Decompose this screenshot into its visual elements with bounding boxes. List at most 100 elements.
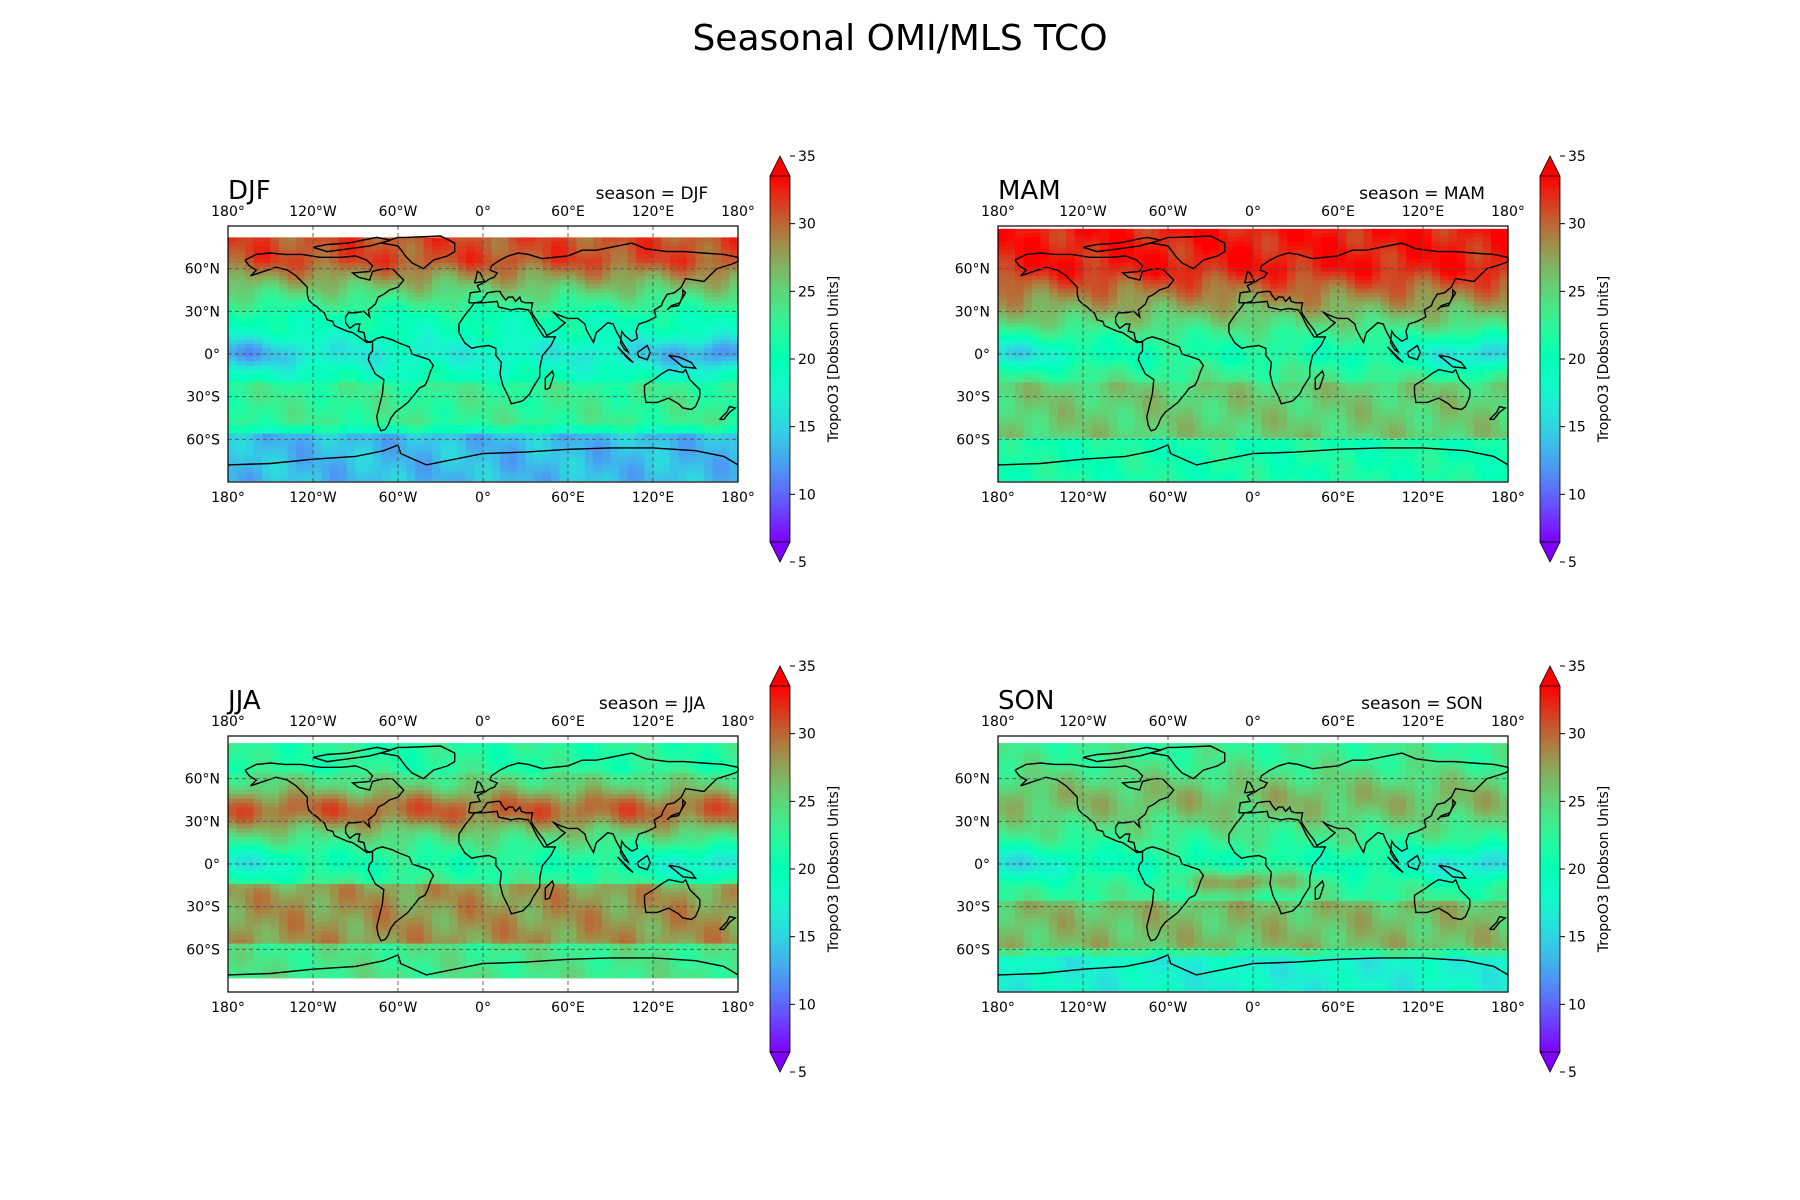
ozone-cell bbox=[279, 271, 289, 277]
ozone-cell bbox=[1338, 326, 1348, 332]
ozone-cell bbox=[1414, 326, 1424, 332]
ozone-cell bbox=[500, 382, 510, 388]
ozone-cell bbox=[687, 356, 697, 362]
ozone-cell bbox=[1253, 228, 1263, 234]
ozone-cell bbox=[1482, 309, 1492, 315]
ozone-cell bbox=[1168, 288, 1178, 294]
ozone-cell bbox=[1482, 326, 1492, 332]
ozone-cell bbox=[636, 335, 646, 341]
ozone-cell bbox=[602, 241, 612, 247]
ozone-cell bbox=[1406, 314, 1416, 320]
ozone-cell bbox=[1015, 245, 1025, 251]
ozone-cell bbox=[262, 250, 272, 256]
ozone-cell bbox=[347, 275, 357, 281]
ozone-cell bbox=[559, 305, 569, 311]
ozone-cell bbox=[1304, 275, 1314, 281]
ozone-cell bbox=[228, 386, 238, 392]
ozone-cell bbox=[1202, 271, 1212, 277]
ozone-cell bbox=[1312, 288, 1322, 294]
ozone-cell bbox=[1491, 250, 1501, 256]
ozone-cell bbox=[355, 408, 365, 413]
ozone-cell bbox=[423, 284, 433, 290]
ozone-cell bbox=[1278, 233, 1288, 238]
ozone-cell bbox=[508, 275, 518, 281]
ozone-cell bbox=[593, 463, 603, 469]
ozone-cell bbox=[593, 373, 603, 379]
ozone-cell bbox=[347, 326, 357, 332]
ozone-cell bbox=[1482, 267, 1492, 273]
ozone-cell bbox=[1015, 297, 1025, 302]
ozone-cell bbox=[304, 442, 314, 448]
ozone-cell bbox=[1049, 275, 1059, 281]
ozone-cell bbox=[296, 472, 306, 477]
ozone-cell bbox=[1474, 271, 1484, 277]
ozone-cell bbox=[500, 301, 510, 307]
ozone-cell bbox=[1431, 258, 1441, 264]
ozone-cell bbox=[1057, 322, 1067, 328]
ozone-cell bbox=[236, 429, 246, 435]
ozone-cell bbox=[1236, 275, 1246, 281]
ozone-cell bbox=[721, 297, 731, 302]
ozone-cell bbox=[457, 271, 467, 277]
ozone-cell bbox=[695, 352, 705, 358]
ozone-cell bbox=[321, 339, 331, 345]
ozone-cell bbox=[304, 437, 314, 443]
ozone-cell bbox=[644, 361, 654, 366]
ozone-cell bbox=[559, 408, 569, 413]
ozone-cell bbox=[287, 403, 297, 409]
ozone-cell bbox=[1414, 262, 1424, 268]
ozone-cell bbox=[236, 356, 246, 362]
ozone-cell bbox=[721, 280, 731, 285]
ozone-cell bbox=[287, 292, 297, 298]
ozone-cell bbox=[1465, 275, 1475, 281]
ozone-cell bbox=[1338, 280, 1348, 285]
ozone-cell bbox=[432, 395, 442, 401]
ozone-cell bbox=[423, 352, 433, 358]
ozone-cell bbox=[287, 429, 297, 435]
ozone-cell bbox=[1465, 318, 1475, 324]
ozone-cell bbox=[593, 352, 603, 358]
ozone-cell bbox=[1423, 318, 1433, 324]
ozone-cell bbox=[695, 437, 705, 443]
ozone-cell bbox=[551, 309, 561, 315]
ozone-cell bbox=[721, 412, 731, 418]
ozone-cell bbox=[721, 369, 731, 375]
ozone-cell bbox=[406, 425, 416, 430]
ozone-cell bbox=[296, 275, 306, 281]
ozone-cell bbox=[1363, 233, 1373, 238]
ozone-cell bbox=[1457, 237, 1467, 243]
ozone-cell bbox=[1355, 241, 1365, 247]
ozone-cell bbox=[347, 262, 357, 268]
ozone-cell bbox=[585, 416, 595, 422]
ozone-cell bbox=[721, 420, 731, 426]
ozone-cell bbox=[644, 373, 654, 379]
ozone-cell bbox=[296, 237, 306, 243]
ozone-cell bbox=[296, 446, 306, 452]
ozone-cell bbox=[1040, 262, 1050, 268]
ozone-cell bbox=[687, 369, 697, 375]
ozone-cell bbox=[449, 318, 459, 324]
ozone-cell bbox=[627, 446, 637, 452]
ozone-cell bbox=[508, 258, 518, 264]
ozone-cell bbox=[1202, 245, 1212, 251]
ozone-cell bbox=[1185, 250, 1195, 256]
ozone-cell bbox=[1355, 262, 1365, 268]
ozone-cell bbox=[593, 331, 603, 337]
ozone-cell bbox=[1321, 284, 1331, 290]
ozone-cell bbox=[508, 463, 518, 469]
ozone-cell bbox=[466, 356, 476, 362]
ozone-cell bbox=[525, 258, 535, 264]
ozone-cell bbox=[355, 292, 365, 298]
ozone-cell bbox=[449, 237, 459, 243]
ozone-cell bbox=[228, 288, 238, 294]
ozone-cell bbox=[1091, 233, 1101, 238]
ozone-cell bbox=[551, 382, 561, 388]
ozone-cell bbox=[551, 288, 561, 294]
ozone-cell bbox=[1457, 233, 1467, 238]
ozone-cell bbox=[1355, 275, 1365, 281]
ozone-cell bbox=[1287, 233, 1297, 238]
ozone-cell bbox=[1176, 245, 1186, 251]
ozone-cell bbox=[525, 339, 535, 345]
ozone-cell bbox=[381, 369, 391, 375]
ozone-cell bbox=[687, 280, 697, 285]
